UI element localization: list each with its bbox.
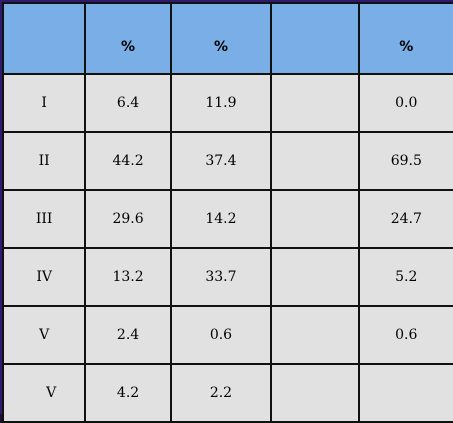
- header-cell-1: %: [84, 2, 172, 75]
- table-cell: 5.2: [357, 247, 453, 307]
- table-cell: 69.5: [357, 131, 453, 191]
- header-cell-3: [270, 2, 360, 75]
- table-cell: [270, 305, 360, 365]
- table-cell: 11.9: [169, 73, 273, 133]
- row-label: III: [1, 189, 87, 249]
- header-cell-0: [1, 2, 87, 75]
- header-cell-2: %: [169, 2, 273, 75]
- row-label: I: [1, 73, 87, 133]
- row-label: V: [1, 363, 87, 423]
- row-label: V: [1, 305, 87, 365]
- table-cell: [270, 73, 360, 133]
- table-cell: 0.0: [357, 73, 453, 133]
- table-cell: 2.4: [84, 305, 172, 365]
- row-label: II: [1, 131, 87, 191]
- table-cell: 37.4: [169, 131, 273, 191]
- table-cell: 14.2: [169, 189, 273, 249]
- table-cell: [270, 131, 360, 191]
- table-cell: 33.7: [169, 247, 273, 307]
- table-row: III 29.6 14.2 24.7: [1, 189, 453, 249]
- table-row: II 44.2 37.4 69.5: [1, 131, 453, 191]
- table-cell: 29.6: [84, 189, 172, 249]
- table-cell: 4.2: [84, 363, 172, 423]
- table-cell: [270, 189, 360, 249]
- header-cell-4: %: [357, 2, 453, 75]
- table-row: V 2.4 0.6 0.6: [1, 305, 453, 365]
- header-row: % % %: [1, 2, 453, 75]
- table-row: IV 13.2 33.7 5.2: [1, 247, 453, 307]
- table-cell: 13.2: [84, 247, 172, 307]
- table-cell: 6.4: [84, 73, 172, 133]
- table-row: V 4.2 2.2: [1, 363, 453, 423]
- row-label: IV: [1, 247, 87, 307]
- table-cell: 0.6: [169, 305, 273, 365]
- table-cell: [270, 363, 360, 423]
- table-cell: [357, 363, 453, 423]
- table-row: I 6.4 11.9 0.0: [1, 73, 453, 133]
- table-cell: 44.2: [84, 131, 172, 191]
- table-cell: [270, 247, 360, 307]
- table-cell: 24.7: [357, 189, 453, 249]
- table-cell: 2.2: [169, 363, 273, 423]
- table-cell: 0.6: [357, 305, 453, 365]
